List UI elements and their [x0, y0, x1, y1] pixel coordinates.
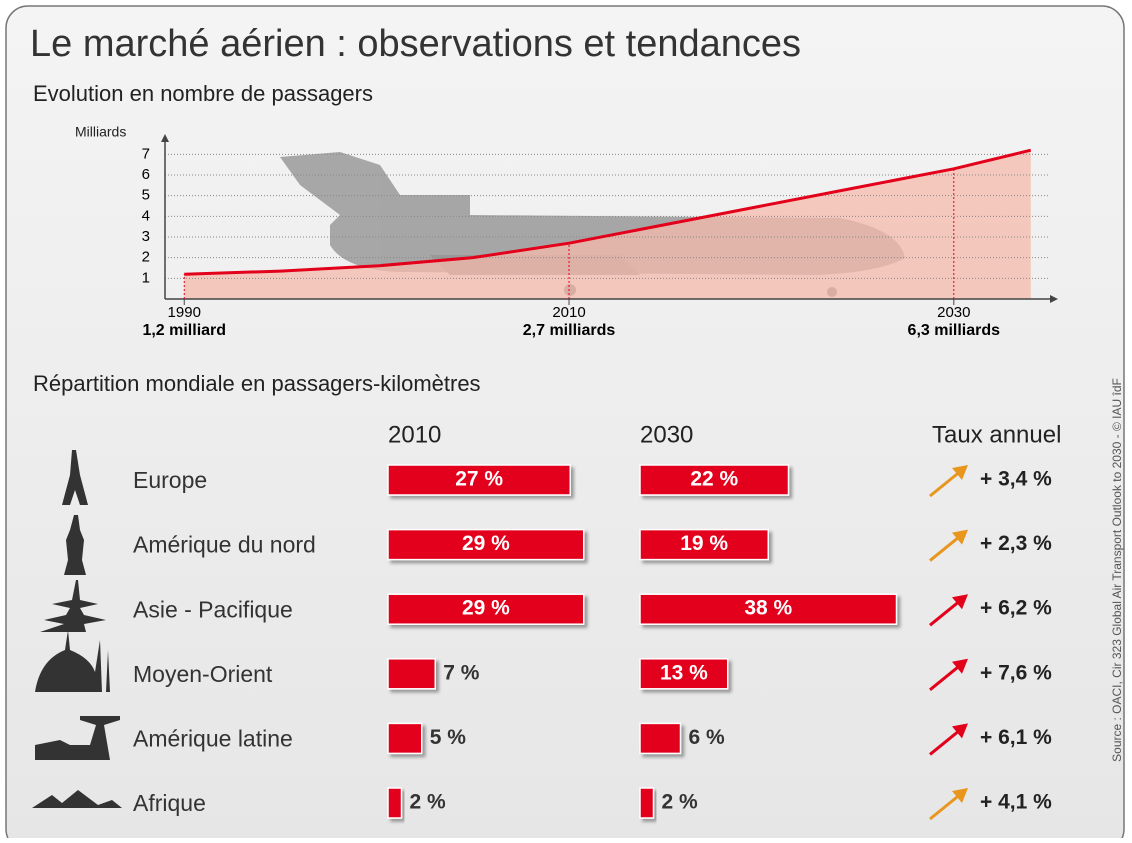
rate-label: + 7,6 %	[980, 661, 1052, 684]
rate-label: + 6,1 %	[980, 726, 1052, 749]
value-label: 22 %	[690, 468, 738, 491]
bar	[388, 788, 402, 818]
value-label: 2 %	[410, 791, 447, 814]
infographic: Le marché aérien : observations et tenda…	[0, 0, 1132, 838]
y-tick-label: 6	[142, 166, 150, 183]
value-label: 29 %	[462, 532, 510, 555]
annotation-label: 1,2 milliard	[142, 322, 226, 339]
category-label: Afrique	[133, 790, 206, 816]
y-axis-label: Milliards	[75, 124, 126, 140]
annotation-label: 6,3 milliards	[908, 322, 1001, 339]
bar	[388, 659, 435, 689]
rate-label: + 3,4 %	[980, 468, 1052, 491]
y-tick-label: 7	[142, 145, 150, 162]
value-label: 27 %	[455, 468, 503, 491]
rate-label: + 2,3 %	[980, 532, 1052, 555]
y-tick-label: 5	[142, 187, 150, 204]
category-label: Amérique latine	[133, 725, 293, 751]
x-tick-label: 1990	[168, 304, 201, 321]
value-label: 38 %	[744, 597, 792, 620]
x-tick-label: 2010	[552, 304, 585, 321]
value-label: 19 %	[680, 532, 728, 555]
value-label: 5 %	[430, 726, 467, 749]
bar	[640, 723, 681, 753]
category-label: Moyen-Orient	[133, 661, 273, 687]
y-tick-label: 4	[142, 207, 150, 224]
column-header: 2030	[640, 421, 693, 448]
column-header: Taux annuel	[932, 421, 1061, 448]
y-tick-label: 2	[142, 249, 150, 266]
rate-label: + 4,1 %	[980, 791, 1052, 814]
value-label: 2 %	[662, 791, 699, 814]
chart-subtitle: Evolution en nombre de passagers	[33, 81, 373, 106]
x-tick-label: 2030	[937, 304, 970, 321]
value-label: 13 %	[660, 661, 708, 684]
bar	[388, 723, 422, 753]
bar	[640, 788, 654, 818]
source-note: Source : OACI, Cir 323 Global Air Transp…	[1110, 378, 1124, 762]
annotation-label: 2,7 milliards	[523, 322, 616, 339]
category-label: Europe	[133, 467, 207, 493]
category-label: Asie - Pacifique	[133, 596, 293, 622]
page-title: Le marché aérien : observations et tenda…	[30, 23, 801, 65]
y-tick-label: 1	[142, 269, 150, 286]
value-label: 29 %	[462, 597, 510, 620]
chart-subtitle: Répartition mondiale en passagers-kilomè…	[33, 371, 481, 396]
rate-label: + 6,2 %	[980, 597, 1052, 620]
column-header: 2010	[388, 421, 441, 448]
y-tick-label: 3	[142, 228, 150, 245]
page: Le marché aérien : observations et tenda…	[0, 0, 1132, 843]
value-label: 7 %	[443, 661, 480, 684]
category-label: Amérique du nord	[133, 532, 316, 558]
value-label: 6 %	[689, 726, 726, 749]
